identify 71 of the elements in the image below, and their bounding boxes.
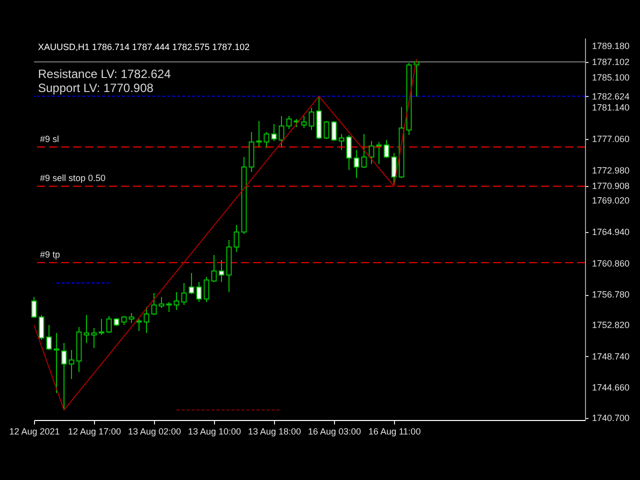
candlestick xyxy=(196,281,202,302)
candlestick xyxy=(181,282,187,306)
candlestick xyxy=(338,134,344,150)
line-series xyxy=(34,58,417,411)
y-tick-label: 1787.102 xyxy=(592,56,630,67)
candlestick xyxy=(331,120,337,142)
candlestick xyxy=(368,140,374,165)
y-tick-label: 1748.740 xyxy=(592,351,630,362)
y-tick-label: 1752.820 xyxy=(592,320,630,330)
y-tick-label: 1785.100 xyxy=(592,72,630,82)
candlestick xyxy=(136,318,142,332)
candlestick xyxy=(158,296,164,308)
annotation: Resistance LV: 1782.624 xyxy=(38,67,172,81)
candlestick xyxy=(384,139,390,159)
candlestick xyxy=(361,134,367,168)
candlestick xyxy=(324,120,330,140)
candlestick xyxy=(54,332,60,394)
candlestick xyxy=(391,152,397,187)
candlestick xyxy=(278,115,284,148)
candlestick xyxy=(346,134,352,170)
y-tick-label: 1782.624 xyxy=(592,91,630,102)
candlestick xyxy=(46,324,52,351)
y-tick-label: 1772.980 xyxy=(592,165,630,176)
candlestick xyxy=(264,132,270,148)
candlestick xyxy=(256,120,262,148)
x-tick-label: 16 Aug 11:00 xyxy=(368,426,421,436)
y-tick-label: 1777.060 xyxy=(592,134,630,144)
candlestick xyxy=(308,107,314,131)
candlestick xyxy=(91,327,97,349)
y-tick-label: 1764.940 xyxy=(592,226,630,237)
x-tick-label: 16 Aug 03:00 xyxy=(308,426,362,436)
candlestick xyxy=(188,272,194,295)
x-tick-label: 13 Aug 10:00 xyxy=(188,426,242,436)
candlestick xyxy=(204,276,210,302)
ref-line-label: #9 tp xyxy=(40,250,60,260)
candlestick xyxy=(31,296,37,319)
y-tick-label: 1770.908 xyxy=(592,181,630,192)
candlestick xyxy=(84,314,90,344)
annotation: Support LV: 1770.908 xyxy=(38,81,154,95)
x-tick-label: 12 Aug 2021 xyxy=(9,426,60,436)
candlestick xyxy=(68,350,74,380)
y-tick-label: 1781.140 xyxy=(592,102,630,113)
candlestick xyxy=(38,314,44,340)
y-tick-label: 1789.180 xyxy=(592,40,630,51)
candlestick xyxy=(144,306,150,334)
y-tick-label: 1740.700 xyxy=(592,413,630,424)
candlestick xyxy=(106,316,112,334)
candlestick xyxy=(271,123,277,142)
y-tick-label: 1760.860 xyxy=(592,258,630,268)
candlestick xyxy=(211,254,217,282)
candlestick xyxy=(286,115,292,130)
candlestick xyxy=(174,292,180,310)
candlestick xyxy=(301,115,307,129)
candlestick xyxy=(376,141,382,165)
candlestick xyxy=(218,260,224,282)
candlestick xyxy=(151,292,157,316)
ref-line-label: #9 sl xyxy=(40,134,60,144)
y-tick-label: 1744.660 xyxy=(592,382,630,393)
y-tick-label: 1756.780 xyxy=(592,290,630,300)
x-tick-label: 13 Aug 18:00 xyxy=(248,426,302,436)
candlestick xyxy=(61,342,67,411)
x-tick-label: 13 Aug 02:00 xyxy=(128,426,182,436)
candlestick xyxy=(234,224,240,253)
ref-line-label: #9 sell stop 0.50 xyxy=(40,173,106,184)
candlestick xyxy=(354,149,360,178)
candlestick xyxy=(128,312,134,324)
y-tick-label: 1769.020 xyxy=(592,196,630,206)
x-tick-label: 12 Aug 17:00 xyxy=(68,426,122,436)
candlestick xyxy=(166,301,172,312)
chart-title: XAUUSD,H1 1786.714 1787.444 1782.575 1787.102 xyxy=(38,42,250,52)
candlestick xyxy=(98,318,104,336)
